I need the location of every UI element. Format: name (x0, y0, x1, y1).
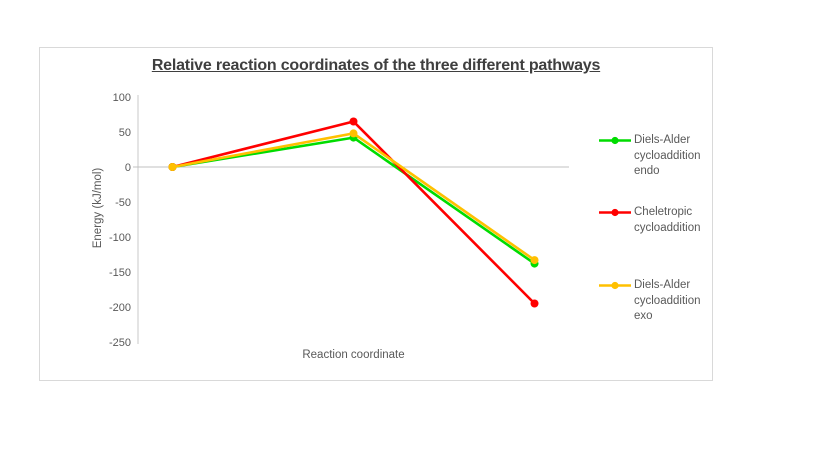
legend-label: Diels-Alder cycloaddition exo (634, 279, 701, 322)
legend-marker-icon (599, 136, 631, 145)
legend-item-1: Cheletropic cycloaddition (599, 205, 712, 236)
y-tick-label: -100 (109, 232, 131, 244)
plot-area: 100 50 0 -50 -100 -150 -200 -250 (109, 92, 569, 349)
y-tick-label: 0 (125, 162, 131, 174)
data-point-marker (168, 163, 177, 171)
y-tick-label: -150 (109, 267, 131, 279)
chart-frame[interactable]: Relative reaction coordinates of the thr… (39, 47, 713, 381)
x-axis-title: Reaction coordinate (302, 349, 405, 361)
legend-label: Diels-Alder cycloaddition endo (634, 134, 701, 177)
series-line-1 (171, 120, 536, 305)
legend-item-2: Diels-Alder cycloaddition exo (599, 278, 712, 325)
chart-title: Relative reaction coordinates of the thr… (151, 57, 601, 74)
legend-marker-icon (599, 208, 631, 217)
data-point-marker (530, 299, 539, 308)
legend: Diels-Alder cycloaddition endo Cheletropi… (599, 48, 711, 380)
legend-marker-icon (599, 281, 631, 290)
y-tick-label: 100 (113, 92, 131, 104)
legend-item-0: Diels-Alder cycloaddition endo (599, 133, 712, 180)
y-axis-title: Energy (kJ/mol) (92, 167, 104, 249)
y-tick-label: -250 (109, 337, 131, 349)
data-point-marker (349, 129, 358, 138)
y-tick-label: 50 (119, 127, 131, 139)
y-tick-label: -200 (109, 302, 131, 314)
data-point-marker (349, 117, 358, 126)
y-tick-label: -50 (115, 197, 131, 209)
data-point-marker (530, 256, 539, 265)
legend-label: Cheletropic cycloaddition (634, 206, 701, 234)
